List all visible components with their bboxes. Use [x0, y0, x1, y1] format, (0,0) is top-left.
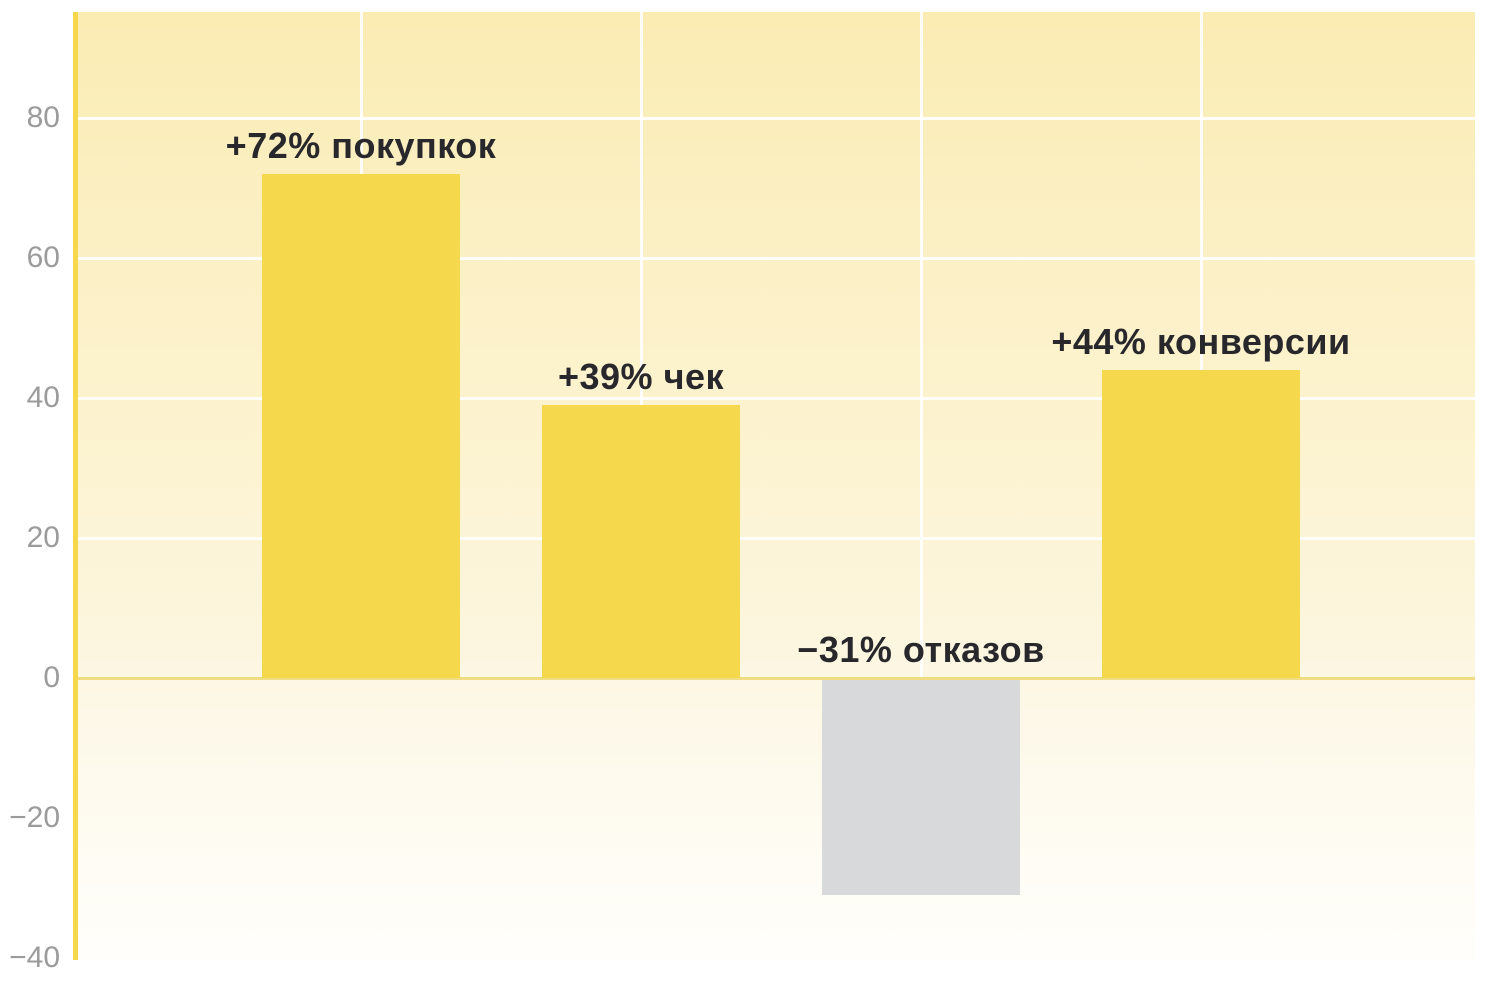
zero-axis-line — [78, 677, 1475, 680]
bar-2 — [542, 405, 740, 678]
bar-label: +44% конверсии — [1051, 321, 1351, 362]
y-tick-label: 80 — [26, 101, 60, 134]
y-tick-label: 60 — [26, 241, 60, 274]
bar-3 — [822, 680, 1020, 895]
horizontal-gridline — [78, 256, 1475, 260]
y-tick-label: −40 — [9, 941, 60, 974]
horizontal-gridline — [78, 396, 1475, 400]
y-tick-label: 40 — [26, 381, 60, 414]
horizontal-gridline — [78, 116, 1475, 120]
y-axis-line — [73, 12, 78, 960]
y-tick-label: 0 — [43, 661, 60, 694]
y-tick-label: 20 — [26, 521, 60, 554]
bar-4 — [1102, 370, 1300, 678]
plot-area: +72% покупкок +39% чек −31% отказов +44% ко… — [78, 12, 1475, 960]
bar-1 — [262, 174, 460, 678]
y-tick-label: −20 — [9, 801, 60, 834]
bar-label: −31% отказов — [797, 629, 1045, 670]
vertical-gridline — [919, 12, 923, 678]
vertical-gridline — [1199, 12, 1203, 678]
bar-label: +39% чек — [557, 356, 725, 397]
vertical-gridline — [639, 12, 643, 678]
bar-label: +72% покупкок — [225, 125, 497, 166]
horizontal-gridline — [78, 536, 1475, 540]
